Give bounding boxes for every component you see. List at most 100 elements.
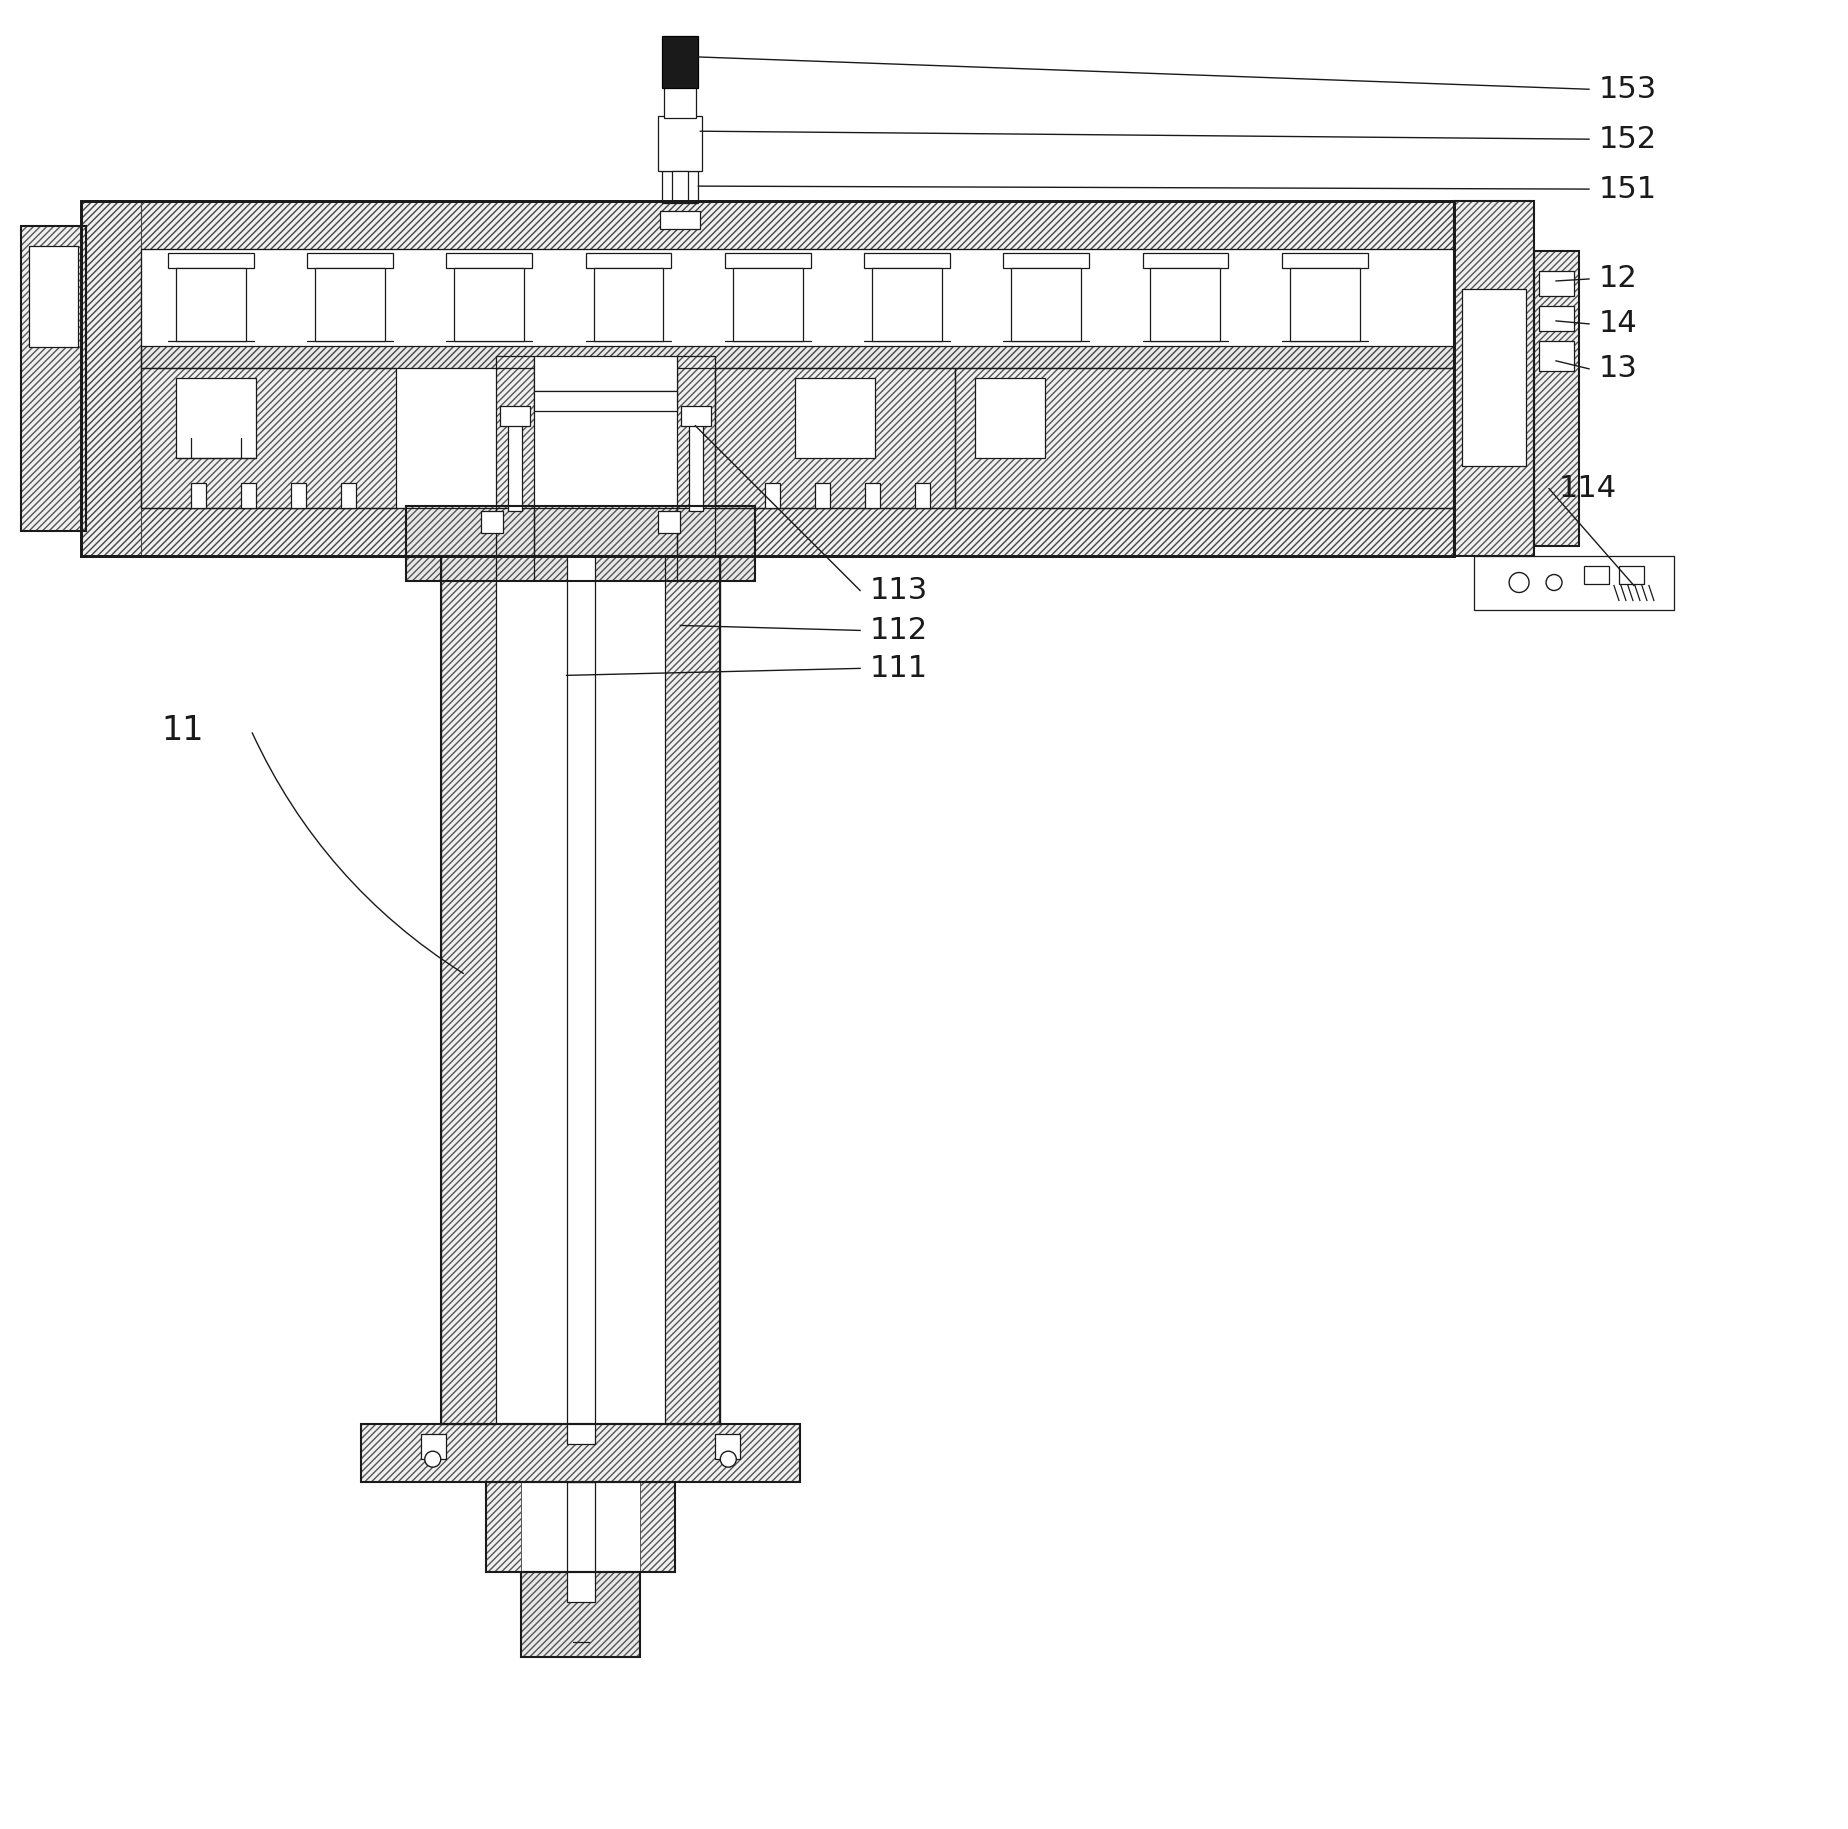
Bar	[658, 117, 702, 172]
Bar	[405, 505, 754, 580]
Bar	[815, 483, 830, 508]
Bar	[499, 406, 529, 426]
Bar	[1538, 271, 1573, 296]
Bar	[1538, 305, 1573, 331]
Bar	[865, 483, 880, 508]
Bar	[22, 227, 87, 530]
Bar	[314, 269, 384, 340]
Bar	[81, 201, 1453, 556]
Bar	[586, 252, 671, 269]
Bar	[715, 368, 954, 508]
Bar	[673, 172, 687, 201]
Bar	[508, 421, 521, 510]
Bar	[665, 556, 721, 1425]
Bar	[486, 1481, 675, 1571]
Bar	[81, 201, 1453, 249]
Bar	[954, 368, 1453, 508]
Text: 153: 153	[1599, 75, 1656, 104]
Text: 151: 151	[1599, 174, 1656, 203]
Bar	[676, 357, 715, 556]
Bar	[534, 357, 676, 391]
Bar	[176, 379, 255, 457]
Bar	[486, 1481, 521, 1571]
Bar	[1142, 252, 1227, 269]
Bar	[240, 483, 255, 508]
Bar	[1473, 556, 1672, 611]
Circle shape	[1508, 572, 1528, 593]
Bar	[440, 556, 495, 1425]
Bar	[190, 483, 205, 508]
Bar	[660, 210, 700, 229]
Bar	[140, 368, 395, 508]
Text: 112: 112	[870, 616, 928, 646]
Circle shape	[425, 1450, 440, 1467]
Bar	[593, 269, 663, 340]
Bar	[974, 379, 1044, 457]
Text: 111: 111	[870, 655, 928, 682]
Bar	[140, 346, 1453, 368]
Bar	[1538, 340, 1573, 371]
Bar	[732, 269, 802, 340]
Bar	[455, 269, 525, 340]
Text: 11: 11	[161, 713, 203, 746]
Bar	[765, 483, 780, 508]
Bar	[689, 415, 702, 510]
Bar	[1534, 251, 1578, 545]
Bar	[360, 1425, 800, 1481]
Bar	[1149, 269, 1220, 340]
Bar	[658, 510, 680, 532]
Text: 152: 152	[1599, 124, 1656, 154]
Text: 12: 12	[1599, 265, 1637, 293]
Circle shape	[1545, 574, 1562, 591]
Bar	[307, 252, 394, 269]
Bar	[480, 510, 503, 532]
Bar	[1453, 201, 1534, 556]
Bar	[1534, 251, 1578, 545]
Bar	[872, 269, 941, 340]
Text: 113: 113	[870, 576, 928, 605]
Bar	[665, 556, 721, 1425]
Bar	[662, 37, 699, 88]
Bar	[1011, 269, 1081, 340]
Circle shape	[721, 1450, 736, 1467]
Bar	[1453, 201, 1534, 556]
Text: 13: 13	[1599, 355, 1637, 384]
Bar	[495, 357, 534, 556]
Bar	[176, 269, 246, 340]
Bar	[140, 346, 1453, 368]
Bar	[1462, 289, 1525, 466]
Bar	[676, 357, 715, 556]
Bar	[30, 247, 78, 348]
Bar	[521, 1571, 639, 1657]
Bar	[715, 368, 954, 508]
Bar	[715, 1434, 739, 1460]
Bar	[534, 391, 676, 412]
Bar	[140, 368, 395, 508]
Bar	[290, 483, 305, 508]
Bar	[1619, 565, 1643, 583]
Bar	[81, 508, 1453, 556]
Text: 114: 114	[1558, 474, 1617, 503]
Bar	[863, 252, 950, 269]
Bar	[1584, 565, 1608, 583]
Bar	[440, 556, 495, 1425]
Bar	[565, 556, 595, 1445]
Bar	[795, 379, 874, 457]
Bar	[405, 505, 754, 580]
Bar	[1290, 269, 1358, 340]
Bar	[663, 86, 697, 119]
Bar	[915, 483, 930, 508]
Bar	[639, 1481, 675, 1571]
Bar	[1281, 252, 1368, 269]
Bar	[954, 368, 1453, 508]
Bar	[440, 556, 721, 1425]
Bar	[521, 1571, 639, 1657]
Bar	[565, 1481, 595, 1602]
Bar	[168, 252, 253, 269]
Bar	[682, 406, 711, 426]
Bar	[1462, 289, 1525, 466]
Bar	[81, 201, 140, 556]
Bar	[495, 357, 534, 556]
Bar	[421, 1434, 445, 1460]
Bar	[662, 172, 699, 203]
